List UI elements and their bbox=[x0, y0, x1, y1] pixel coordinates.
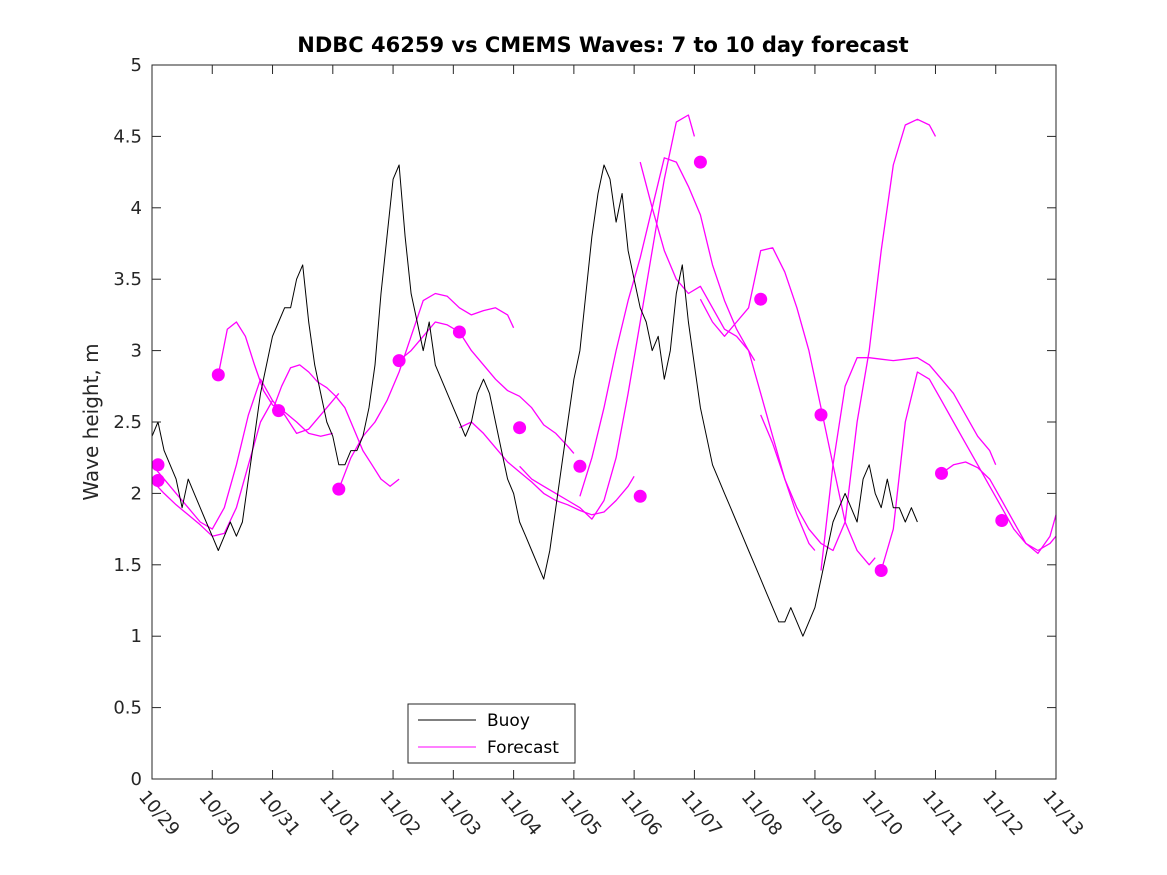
y-tick-label: 0 bbox=[131, 769, 142, 790]
buoy-series-layer bbox=[151, 164, 918, 637]
chart-title: NDBC 46259 vs CMEMS Waves: 7 to 10 day f… bbox=[297, 33, 908, 57]
y-tick-label: 4 bbox=[131, 198, 142, 219]
forecast-line-13 bbox=[941, 461, 1057, 555]
forecast-marker bbox=[935, 466, 948, 480]
forecast-line-11 bbox=[820, 357, 997, 571]
y-tick-label: 2.5 bbox=[113, 412, 142, 433]
forecast-markers-layer bbox=[151, 155, 1009, 577]
forecast-line-3 bbox=[338, 292, 515, 490]
forecast-line-8 bbox=[639, 161, 816, 551]
forecast-marker bbox=[995, 514, 1009, 527]
forecast-series-layer bbox=[151, 114, 1057, 571]
forecast-line-5 bbox=[459, 421, 635, 516]
plot-area bbox=[152, 65, 1056, 779]
forecast-marker bbox=[814, 408, 828, 422]
forecast-marker bbox=[874, 564, 888, 577]
forecast-marker bbox=[392, 354, 406, 368]
forecast-marker bbox=[754, 292, 768, 306]
legend-buoy-label: Buoy bbox=[487, 711, 530, 731]
forecast-marker bbox=[151, 474, 165, 487]
forecast-marker bbox=[513, 421, 527, 435]
legend: Buoy Forecast bbox=[407, 703, 576, 764]
y-tick-label: 3 bbox=[131, 341, 142, 362]
forecast-marker bbox=[151, 458, 165, 472]
legend-box bbox=[407, 703, 576, 764]
forecast-line-1 bbox=[217, 321, 333, 437]
forecast-line-14 bbox=[151, 378, 274, 530]
forecast-line-6 bbox=[519, 114, 696, 520]
buoy-line bbox=[151, 164, 918, 637]
forecast-marker bbox=[693, 155, 707, 169]
y-axis: 0 0.5 1 1.5 2 2.5 3 3.5 4 4.5 5 bbox=[113, 55, 1056, 790]
y-tick-label: 0.5 bbox=[113, 698, 142, 719]
forecast-marker bbox=[573, 459, 587, 473]
forecast-line-9 bbox=[699, 247, 876, 566]
forecast-marker bbox=[452, 325, 466, 339]
forecast-marker bbox=[211, 368, 225, 382]
legend-forecast-label: Forecast bbox=[487, 738, 559, 758]
forecast-marker bbox=[633, 489, 647, 503]
forecast-line-7 bbox=[579, 157, 756, 497]
y-tick-label: 2 bbox=[131, 483, 142, 504]
y-tick-label: 5 bbox=[131, 55, 142, 76]
forecast-marker bbox=[272, 404, 286, 418]
forecast-line-10 bbox=[760, 118, 937, 552]
forecast-line-12 bbox=[880, 371, 1057, 571]
y-tick-label: 3.5 bbox=[113, 269, 142, 290]
y-tick-label: 1.5 bbox=[113, 555, 142, 576]
y-axis-title: Wave height, m bbox=[79, 343, 103, 500]
y-tick-label: 1 bbox=[131, 626, 142, 647]
forecast-line-15 bbox=[151, 392, 340, 537]
forecast-marker bbox=[332, 482, 346, 496]
y-tick-label: 4.5 bbox=[113, 126, 142, 147]
forecast-line-4 bbox=[398, 321, 575, 454]
